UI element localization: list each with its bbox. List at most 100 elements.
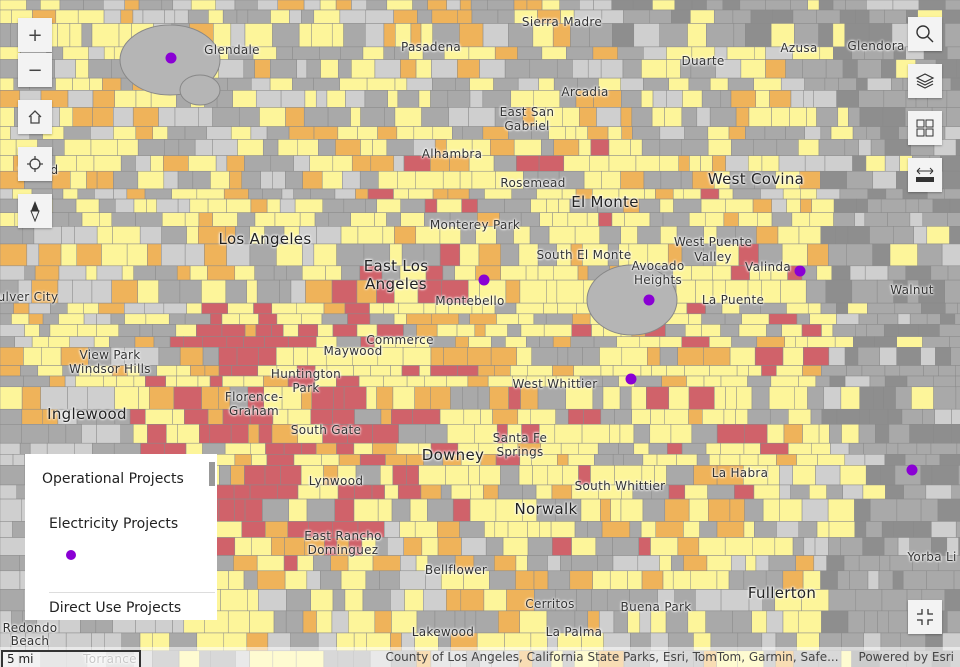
map-parcel [623,454,644,466]
map-parcel [533,107,546,127]
map-parcel [957,302,960,315]
map-parcel [708,498,731,522]
map-parcel [161,212,186,227]
map-parcel [770,265,788,281]
map-parcel [61,226,75,245]
map-parcel [271,537,285,556]
map-parcel [570,243,583,267]
map-parcel [515,302,544,315]
map-parcel [885,188,904,200]
map-parcel [248,424,260,444]
map-parcel [269,77,293,91]
map-parcel [124,313,147,325]
map-parcel [302,243,315,267]
map-parcel [250,77,271,91]
map-parcel [508,23,534,48]
map-parcel [230,23,246,48]
map-parcel [798,226,822,245]
map-parcel [730,90,756,108]
map-parcel [651,484,670,500]
map-parcel [601,170,621,190]
fullscreen-button[interactable] [908,600,942,634]
map-parcel [539,336,554,348]
map-parcel [650,610,667,634]
layers-button[interactable] [908,64,942,98]
map-parcel [59,0,84,11]
map-parcel [933,375,956,388]
legend-scrollbar[interactable] [209,462,215,486]
map-parcel [382,226,395,245]
map-parcel [237,139,264,156]
map-parcel [166,424,178,444]
map-parcel [397,170,416,190]
electricity-project-marker[interactable] [794,265,806,277]
map-parcel [197,375,211,388]
map-parcel [332,324,358,337]
map-parcel [920,498,939,522]
locate-button[interactable] [18,147,52,181]
map-parcel [449,212,478,227]
map-parcel [42,313,59,325]
map-parcel [63,126,91,140]
map-parcel [916,442,932,455]
map-parcel [944,279,960,304]
map-parcel [460,226,476,245]
map-parcel [298,23,312,48]
electricity-project-marker[interactable] [478,274,490,286]
legend-panel[interactable]: Operational Projects Electricity Project… [25,454,217,620]
basemap-gallery-button[interactable] [908,111,942,145]
map-parcel [587,521,603,538]
map-parcel [682,188,702,200]
map-parcel [861,365,886,377]
map-parcel [869,498,898,522]
electricity-project-marker[interactable] [906,464,918,476]
zoom-out-button[interactable]: − [18,53,52,87]
map-parcel [393,188,409,200]
map-parcel [271,424,298,444]
map-parcel [156,365,178,377]
map-parcel [688,212,706,227]
map-parcel [795,336,809,348]
home-button[interactable] [18,100,52,134]
powered-by[interactable]: Powered by Esri [858,650,954,664]
map-parcel [452,498,471,522]
map-parcel [610,498,622,522]
map-parcel [59,107,74,127]
map-parcel [302,610,317,634]
search-button[interactable] [908,17,942,51]
map-parcel [659,555,672,572]
map-parcel [492,408,519,425]
electricity-project-marker[interactable] [625,373,637,385]
map-parcel [879,347,897,366]
map-parcel [459,170,473,190]
map-parcel [280,90,306,108]
compass-button[interactable] [18,194,52,228]
map-parcel [821,365,847,377]
map-parcel [201,302,228,315]
map-parcel [212,212,238,227]
measure-button[interactable] [908,158,942,192]
map-parcel [922,408,935,425]
map-parcel [517,46,543,60]
map-parcel [244,465,266,486]
attribution-sources[interactable]: County of Los Angeles, California State … [385,650,839,664]
map-parcel [310,408,333,425]
zoom-in-button[interactable]: + [18,18,52,52]
map-parcel [883,537,899,556]
map-parcel [590,465,615,486]
map-parcel [872,243,891,267]
map-parcel [892,521,914,538]
map-parcel [475,610,499,634]
map-parcel [133,198,147,213]
electricity-project-marker[interactable] [165,52,177,64]
map-parcel [951,484,960,500]
map-parcel [137,170,165,190]
map-parcel [813,90,837,108]
map-parcel [0,9,12,24]
map-parcel [219,465,231,486]
map-parcel [415,59,432,79]
map-parcel [397,484,422,500]
map-parcel [851,46,865,60]
electricity-project-marker[interactable] [643,294,655,306]
